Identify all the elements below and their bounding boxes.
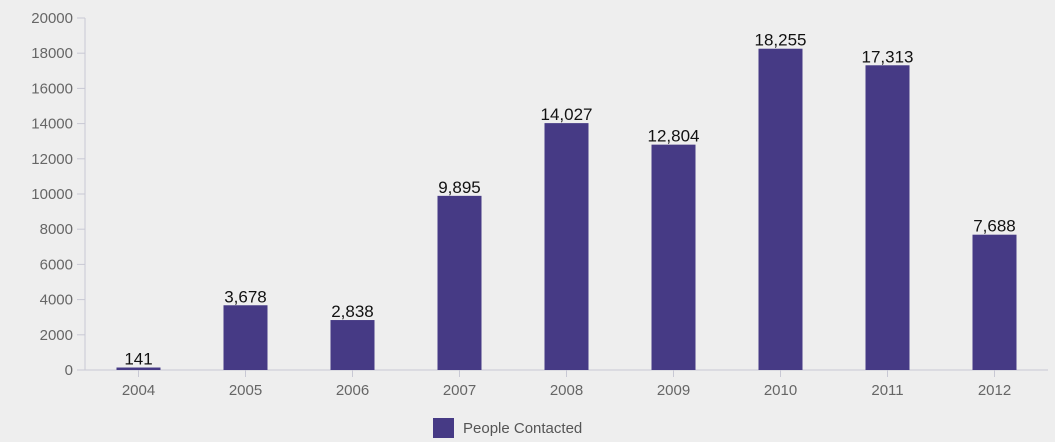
x-tick-label: 2004 bbox=[122, 382, 155, 399]
bar-2006[interactable] bbox=[330, 320, 375, 370]
y-tick-label: 2000 bbox=[40, 327, 73, 344]
x-tick-label: 2007 bbox=[443, 382, 476, 399]
data-label-2004: 141 bbox=[124, 350, 152, 369]
bar-2008[interactable] bbox=[544, 123, 589, 370]
x-tick-label: 2010 bbox=[764, 382, 797, 399]
y-axis: 0 2000 4000 6000 8000 10000 12000 14000 16000 180… bbox=[31, 10, 86, 379]
y-tick-label: 0 bbox=[65, 362, 73, 379]
legend[interactable]: People Contacted bbox=[433, 418, 582, 438]
x-tick-label: 2012 bbox=[978, 382, 1011, 399]
y-tick-label: 8000 bbox=[40, 221, 73, 238]
data-label-2006: 2,838 bbox=[331, 302, 374, 321]
data-labels-group: 141 3,678 2,838 9,895 14,027 12,804 18,255 17,3… bbox=[124, 31, 1015, 369]
y-tick-label: 12000 bbox=[31, 151, 73, 168]
legend-swatch bbox=[433, 418, 454, 438]
data-label-2005: 3,678 bbox=[224, 287, 267, 306]
y-tick-label: 6000 bbox=[40, 256, 73, 273]
bar-2009[interactable] bbox=[651, 144, 696, 370]
y-tick-label: 18000 bbox=[31, 45, 73, 62]
bar-2004[interactable] bbox=[116, 367, 161, 370]
data-label-2007: 9,895 bbox=[438, 178, 481, 197]
bar-2007[interactable] bbox=[437, 195, 482, 370]
x-tick-label: 2005 bbox=[229, 382, 262, 399]
bar-2010[interactable] bbox=[758, 48, 803, 370]
data-label-2008: 14,027 bbox=[541, 105, 593, 124]
y-tick-label: 10000 bbox=[31, 186, 73, 203]
x-tick-label: 2009 bbox=[657, 382, 690, 399]
data-label-2010: 18,255 bbox=[755, 31, 807, 50]
y-tick-label: 4000 bbox=[40, 292, 73, 309]
bar-2012[interactable] bbox=[972, 234, 1017, 370]
legend-label: People Contacted bbox=[463, 420, 582, 437]
bars-group bbox=[116, 48, 1017, 370]
y-tick-label: 20000 bbox=[31, 10, 73, 27]
bar-2005[interactable] bbox=[223, 305, 268, 370]
data-label-2009: 12,804 bbox=[648, 127, 700, 146]
x-tick-label: 2008 bbox=[550, 382, 583, 399]
y-tick-label: 16000 bbox=[31, 80, 73, 97]
bar-2011[interactable] bbox=[865, 65, 910, 370]
y-tick-label: 14000 bbox=[31, 116, 73, 133]
x-tick-label: 2006 bbox=[336, 382, 369, 399]
data-label-2012: 7,688 bbox=[973, 217, 1016, 236]
x-axis: 2004 2005 2006 2007 2008 2009 2010 2011 2012 bbox=[85, 369, 1048, 399]
x-tick-label: 2011 bbox=[871, 382, 903, 399]
data-label-2011: 17,313 bbox=[862, 47, 914, 66]
